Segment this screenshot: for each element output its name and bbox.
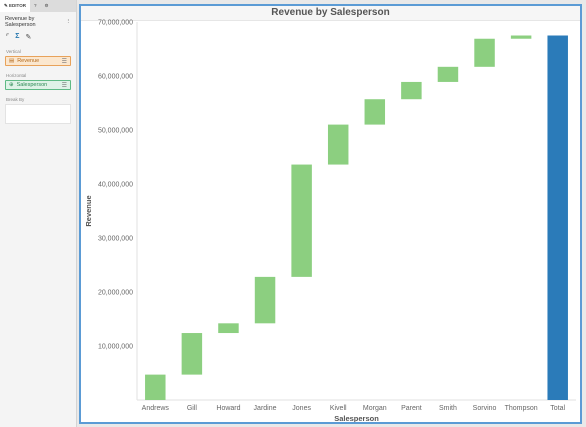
waterfall-bar[interactable] <box>291 164 312 277</box>
waterfall-chart: 10,000,000 20,000,000 30,000,000 40,000,000… <box>84 20 576 422</box>
y-tick-label: 10,000,000 <box>98 344 133 351</box>
x-tick-label: Jardine <box>254 405 277 412</box>
tab-help[interactable]: ? <box>33 3 37 8</box>
visualization-title[interactable]: Revenue by Salesperson <box>5 16 36 28</box>
axis-icon[interactable]: ⌜ <box>6 34 10 41</box>
y-tick-label: 30,000,000 <box>98 236 133 243</box>
x-tick-label: Smith <box>439 405 457 412</box>
x-tick-label: Gill <box>187 405 198 412</box>
waterfall-bar[interactable] <box>437 66 459 82</box>
x-axis-title: Salesperson <box>334 414 379 422</box>
horizontal-field-chip[interactable]: ⊕ Salesperson ☰ <box>5 80 71 90</box>
y-tick-label: 20,000,000 <box>98 290 133 297</box>
more-menu-icon[interactable]: ⋮ <box>65 19 72 25</box>
y-axis-title: Revenue <box>84 195 93 226</box>
waterfall-bar[interactable] <box>181 333 203 375</box>
horizontal-label: Horizontal <box>6 73 27 78</box>
y-tick-label: 50,000,000 <box>98 128 133 135</box>
y-tick-label: 70,000,000 <box>98 20 133 27</box>
vertical-field-label: Revenue <box>17 58 40 64</box>
y-tick-label: 60,000,000 <box>98 74 133 81</box>
brush-icon[interactable]: ✎ <box>25 34 32 41</box>
breakby-label: Break By <box>6 97 25 102</box>
editor-tabs: ✎ EDITOR ? ⚙ <box>0 0 76 12</box>
waterfall-bar[interactable] <box>218 323 239 334</box>
dimension-icon: ⊕ <box>9 82 14 88</box>
field-options-icon[interactable]: ☰ <box>61 82 67 89</box>
horizontal-field-label: Salesperson <box>16 82 48 88</box>
x-tick-label: Total <box>550 405 565 412</box>
x-tick-label: Parent <box>401 405 422 412</box>
vertical-field-chip[interactable]: ▤ Revenue ☰ <box>5 56 71 66</box>
x-tick-label: Andrews <box>142 405 170 412</box>
waterfall-bar[interactable] <box>364 99 386 125</box>
y-tick-label: 40,000,000 <box>98 182 133 189</box>
breakby-drop-zone[interactable] <box>5 104 71 124</box>
waterfall-bar[interactable] <box>474 38 495 67</box>
waterfall-bar[interactable] <box>327 124 349 165</box>
waterfall-bar[interactable] <box>145 374 166 400</box>
x-tick-label: Sorvino <box>473 405 497 412</box>
x-tick-label: Kivell <box>330 405 347 412</box>
chart-panel: Revenue by Salesperson 10,000,000 20,000,… <box>79 4 582 424</box>
x-tick-label: Jones <box>292 405 311 412</box>
x-tick-label: Howard <box>216 405 240 412</box>
vertical-label: Vertical <box>6 49 21 54</box>
tab-editor[interactable]: ✎ EDITOR <box>0 0 30 12</box>
waterfall-bar[interactable] <box>254 276 276 324</box>
waterfall-bar[interactable] <box>510 35 532 39</box>
chart-title: Revenue by Salesperson <box>81 6 580 21</box>
total-bar[interactable] <box>547 35 568 401</box>
editor-panel: ✎ EDITOR ? ⚙ Revenue by Salesperson ⋮ ⌜ … <box>0 0 77 427</box>
sigma-icon[interactable]: Σ <box>15 33 20 40</box>
field-options-icon[interactable]: ☰ <box>61 58 67 65</box>
measure-icon: ▤ <box>9 58 15 64</box>
tab-settings[interactable]: ⚙ <box>44 3 49 8</box>
waterfall-bar[interactable] <box>401 81 422 100</box>
x-tick-label: Thompson <box>505 405 538 412</box>
x-tick-label: Morgan <box>363 405 387 412</box>
